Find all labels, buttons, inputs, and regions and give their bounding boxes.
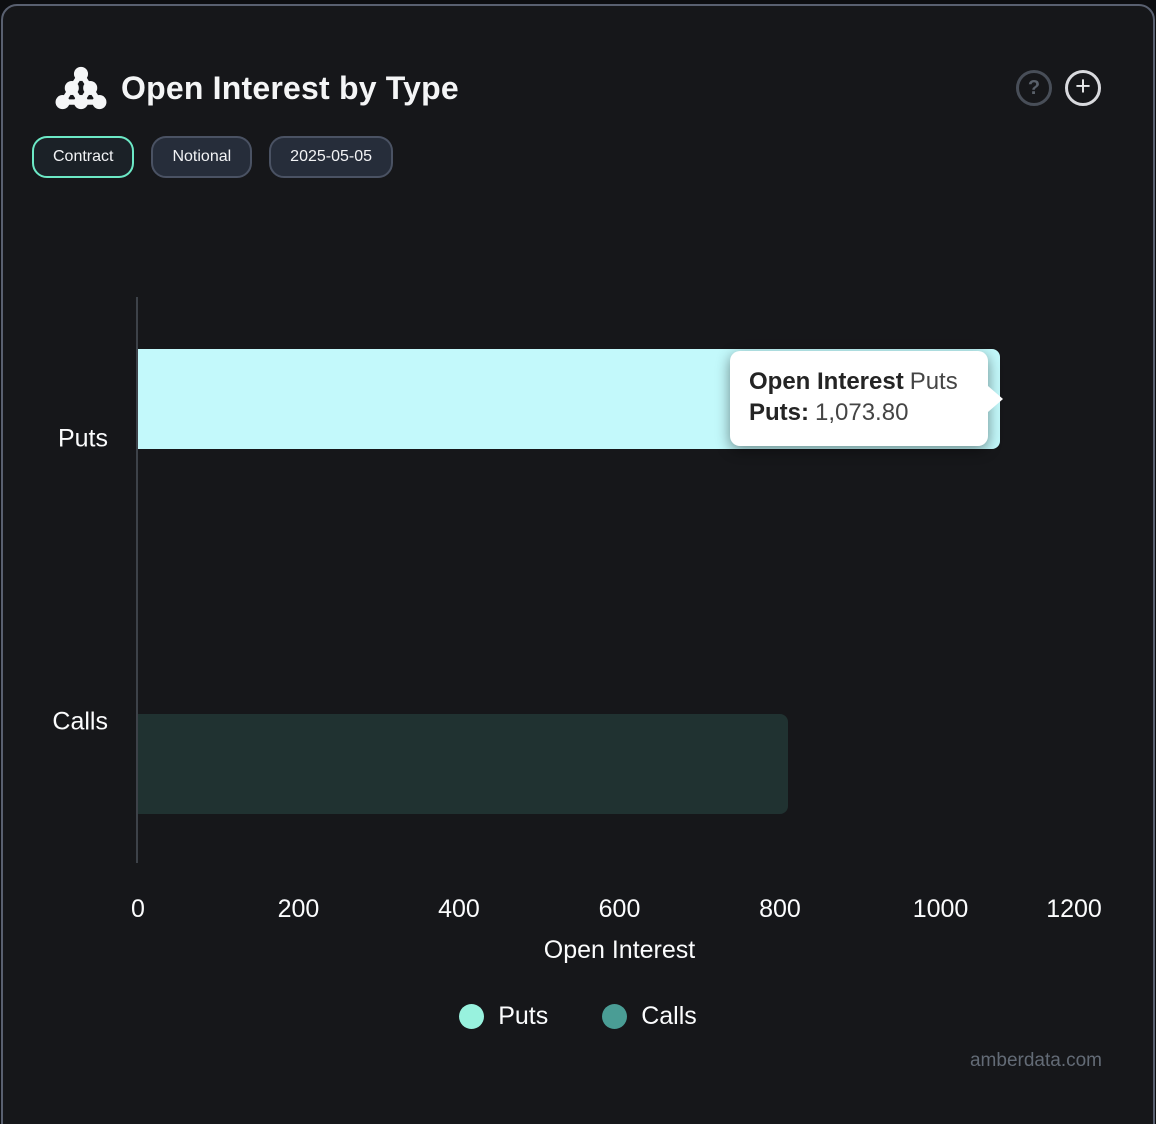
notional-button[interactable]: Notional bbox=[151, 136, 253, 178]
legend-marker bbox=[602, 1004, 628, 1029]
contract-button[interactable]: Contract bbox=[32, 136, 135, 178]
cluster-icon bbox=[55, 66, 107, 110]
x-tick-label: 200 bbox=[277, 895, 320, 923]
help-icon[interactable]: ? bbox=[1016, 70, 1052, 106]
tooltip-title-rest: Puts bbox=[909, 368, 958, 395]
x-tick-label: 400 bbox=[438, 895, 480, 923]
header-actions: ? + bbox=[1016, 70, 1101, 106]
tooltip-row: Puts: 1,073.80 bbox=[749, 397, 988, 428]
y-axis-line bbox=[136, 297, 138, 863]
chart-tooltip: Open Interest Puts Puts: 1,073.80 bbox=[730, 351, 1003, 446]
x-tick-label: 0 bbox=[131, 895, 145, 923]
watermark: amberdata.com bbox=[969, 1050, 1102, 1071]
chart-legend: Puts Calls bbox=[0, 1002, 1156, 1031]
x-tick-label: 1000 bbox=[912, 895, 969, 923]
chart-card bbox=[1, 4, 1155, 1124]
tooltip-title-bold: Open Interest bbox=[749, 368, 904, 395]
tooltip-row-value: 1,073.80 bbox=[815, 399, 909, 426]
x-tick-label: 1200 bbox=[1046, 895, 1102, 923]
date-button[interactable]: 2025-05-05 bbox=[269, 136, 394, 178]
legend-item-puts[interactable]: Puts bbox=[459, 1002, 548, 1031]
legend-label: Calls bbox=[641, 1002, 697, 1030]
card-header: Open Interest by Type ? + bbox=[55, 60, 1101, 116]
add-icon[interactable]: + bbox=[1065, 70, 1101, 106]
plot-area: Open Interest Puts Puts: 1,073.80 Puts Call… bbox=[52, 297, 1101, 863]
tooltip-title: Open Interest Puts bbox=[749, 366, 988, 397]
x-tick-label: 800 bbox=[759, 895, 801, 923]
page-title: Open Interest by Type bbox=[121, 69, 459, 106]
category-label-calls: Calls bbox=[52, 707, 108, 735]
legend-item-calls[interactable]: Calls bbox=[602, 1002, 697, 1031]
tooltip-row-label: Puts: bbox=[749, 399, 809, 426]
x-axis-title: Open Interest bbox=[543, 936, 696, 964]
toolbar: Contract Notional 2025-05-05 bbox=[32, 136, 394, 178]
legend-label: Puts bbox=[498, 1002, 549, 1030]
x-axis-ticks: 0 200 400 600 800 1000 1200 bbox=[131, 895, 1102, 927]
legend-marker bbox=[459, 1004, 485, 1029]
x-tick-label: 600 bbox=[598, 895, 641, 923]
category-label-puts: Puts bbox=[57, 424, 108, 453]
tooltip-arrow bbox=[988, 385, 1003, 412]
bar-calls[interactable] bbox=[138, 714, 789, 814]
